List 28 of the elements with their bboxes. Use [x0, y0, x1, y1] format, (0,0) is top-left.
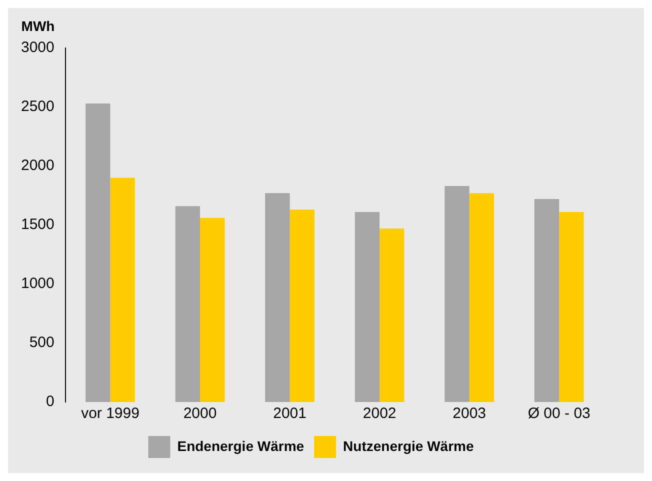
y-tick-label: 2500: [20, 98, 54, 116]
y-tick-label: 0: [46, 393, 54, 410]
legend-label: Nutzenergie Wärme: [343, 438, 474, 454]
bar: [200, 218, 225, 402]
x-tick-label: 2000: [183, 405, 217, 422]
bar: [110, 178, 135, 402]
x-tick-label: 2003: [452, 405, 486, 422]
y-tick-label: 500: [29, 334, 54, 352]
x-tick-label: 2001: [273, 405, 306, 422]
x-tick-label: vor 1999: [81, 405, 140, 422]
y-axis-title: MWh: [21, 18, 55, 34]
bar: [175, 206, 200, 402]
bar: [265, 193, 290, 402]
y-tick-label: 1000: [20, 275, 54, 292]
bar: [290, 210, 314, 402]
legend-label: Endenergie Wärme: [177, 438, 304, 454]
bar: [534, 199, 560, 402]
y-tick-label: 3000: [20, 39, 54, 56]
y-tick-label: 2000: [20, 157, 54, 174]
y-tick-label: 1500: [20, 216, 54, 234]
bar: [86, 103, 110, 402]
bar: [354, 212, 380, 402]
bar: [380, 228, 404, 402]
bar: [559, 212, 584, 402]
bar: [469, 193, 494, 402]
x-tick-label: Ø 00 - 03: [528, 405, 590, 422]
bar: [444, 186, 470, 402]
x-tick-label: 2002: [362, 405, 396, 422]
